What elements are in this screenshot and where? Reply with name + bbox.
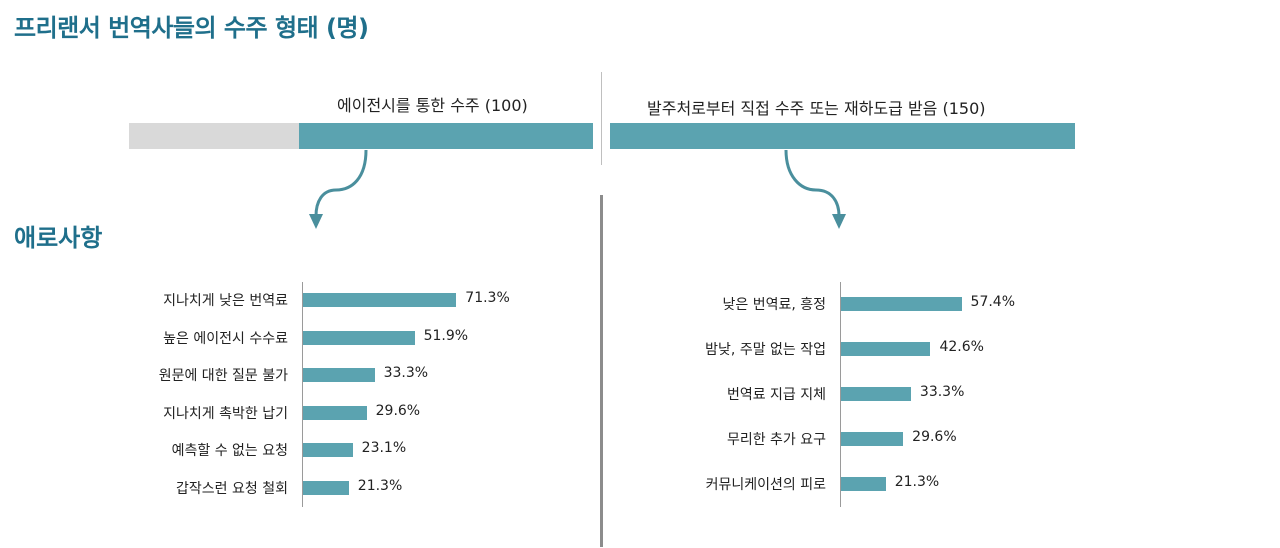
- bar: [841, 342, 931, 356]
- category-label: 번역료 지급 지체: [726, 387, 826, 403]
- page-title: 프리랜서 번역사들의 수주 형태 (명): [14, 14, 369, 42]
- category-label: 높은 에이전시 수수료: [163, 330, 288, 347]
- value-label: 42.6%: [939, 339, 984, 355]
- chart-axis: [302, 282, 303, 507]
- total-remainder-bar: [129, 123, 299, 149]
- value-label: 29.6%: [912, 429, 957, 445]
- agency-label: 에이전시를 통한 수주 (100): [337, 96, 528, 115]
- category-label: 낮은 번역료, 흥정: [722, 297, 826, 313]
- value-label: 71.3%: [465, 290, 510, 306]
- bar: [303, 293, 457, 307]
- category-label: 지나치게 촉박한 납기: [163, 405, 288, 422]
- bar: [303, 480, 349, 495]
- category-label: 원문에 대한 질문 불가: [158, 368, 288, 384]
- value-label: 21.3%: [894, 474, 940, 490]
- section-title: 애로사항: [14, 224, 103, 252]
- direct-issues-chart: 낮은 번역료, 흥정 57.4% 밤낮, 주말 없는 작업 42.6% 번역료 지급 지…: [620, 282, 1240, 507]
- value-label: 33.3%: [383, 365, 429, 381]
- bar: [303, 443, 353, 457]
- value-label: 21.3%: [357, 477, 403, 494]
- direct-bar: [610, 123, 1075, 149]
- category-label: 커뮤니케이션의 피로: [705, 477, 826, 493]
- bar: [841, 387, 911, 401]
- agency-issues-chart: 지나치게 낮은 번역료 71.3% 높은 에이전시 수수료 51.9% 원문에 대한 질…: [0, 282, 600, 507]
- value-label: 51.9%: [423, 327, 469, 344]
- bar: [303, 405, 367, 420]
- left-flow-arrow: [314, 149, 368, 217]
- category-label: 무리한 추가 요구: [726, 432, 826, 448]
- value-label: 33.3%: [919, 384, 965, 400]
- value-label: 23.1%: [361, 440, 407, 456]
- category-label: 밤낮, 주말 없는 작업: [705, 342, 826, 358]
- value-label: 29.6%: [375, 402, 421, 419]
- bar: [841, 432, 904, 446]
- category-label: 지나치게 낮은 번역료: [163, 293, 288, 309]
- chart-axis: [840, 282, 841, 507]
- main-separator: [600, 195, 603, 547]
- direct-label: 발주처로부터 직접 수주 또는 재하도급 받음 (150): [647, 99, 986, 118]
- right-flow-arrow: [784, 149, 841, 217]
- bar: [303, 368, 375, 382]
- category-label: 갑작스런 요청 철회: [176, 480, 288, 497]
- category-label: 예측할 수 없는 요청: [171, 443, 288, 459]
- agency-bar: [299, 123, 593, 149]
- right-arrowhead: [832, 214, 846, 229]
- bar: [303, 330, 415, 345]
- bar: [841, 297, 962, 311]
- left-arrowhead: [309, 214, 323, 229]
- value-label: 57.4%: [970, 294, 1016, 310]
- bar: [841, 477, 886, 491]
- top-separator: [601, 72, 602, 165]
